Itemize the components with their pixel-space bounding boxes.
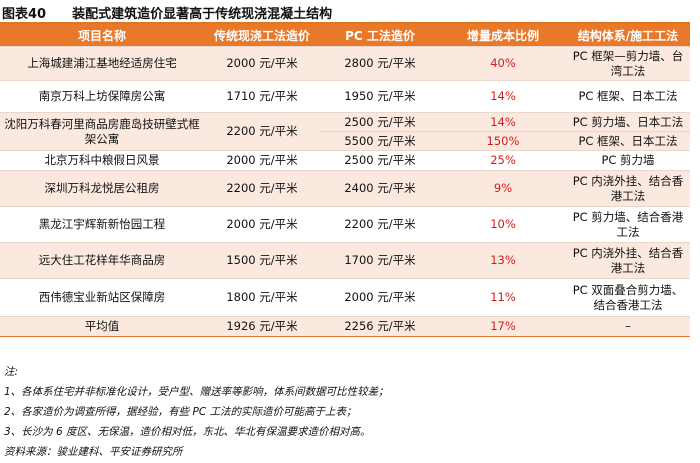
traditional-cost: 1710 元/平米: [204, 80, 320, 113]
structure-method: PC 双面叠合剪力墙、结合香港工法: [566, 278, 690, 317]
traditional-cost: 2000 元/平米: [204, 206, 320, 243]
column-header-name: 项目名称: [0, 24, 204, 47]
pc-cost: 2000 元/平米: [320, 278, 440, 317]
pc-cost: 2400 元/平米: [320, 170, 440, 207]
increment-ratio: 9%: [440, 170, 566, 207]
structure-method: PC 内浇外挂、结合香港工法: [566, 242, 690, 279]
table-row: 沈阳万科春河里商品房鹿岛技研壁式框架公寓 2200 元/平米 2500 元/平米…: [0, 112, 690, 151]
title-rule: [0, 22, 690, 24]
project-name: 远大住工花样年华商品房: [0, 242, 204, 279]
structure-method: PC 内浇外挂、结合香港工法: [566, 170, 690, 207]
pc-cost: 2200 元/平米: [320, 206, 440, 243]
increment-ratio: 40%: [440, 46, 566, 81]
pc-cost: 2800 元/平米: [320, 46, 440, 81]
table-row: 深圳万科龙悦居公租房 2200 元/平米 2400 元/平米 9% PC 内浇外…: [0, 170, 690, 207]
figure-title: 装配式建筑造价显著高于传统现浇混凝土结构: [72, 6, 333, 22]
table-row: 5500 元/平米 150% PC 框架、日本工法: [0, 131, 690, 151]
average-pc-cost: 2256 元/平米: [320, 316, 440, 337]
figure-title-bar: 图表40 装配式建筑造价显著高于传统现浇混凝土结构: [0, 2, 690, 22]
note-item: 2、各家造价为调查所得，据经验，有些 PC 工法的实际造价可能高于上表；: [4, 406, 357, 418]
traditional-cost: 2000 元/平米: [204, 46, 320, 81]
pc-cost: 1950 元/平米: [320, 80, 440, 113]
structure-method: PC 剪力墙: [566, 150, 690, 171]
increment-ratio: 25%: [440, 150, 566, 171]
column-header-traditional-cost: 传统现浇工法造价: [204, 24, 320, 47]
note-item: 1、各体系住宅并非标准化设计，受户型、赠送率等影响，体系间数据可比性较差；: [4, 386, 389, 398]
average-increment-ratio: 17%: [440, 316, 566, 337]
traditional-cost: 2200 元/平米: [204, 170, 320, 207]
traditional-cost: 1500 元/平米: [204, 242, 320, 279]
average-structure: –: [566, 316, 690, 337]
column-header-pc-cost: PC 工法造价: [320, 24, 440, 47]
figure-number: 图表40: [2, 6, 47, 22]
structure-method: PC 剪力墙、日本工法: [566, 112, 690, 132]
structure-method: PC 框架、日本工法: [566, 80, 690, 113]
project-name: 沈阳万科春河里商品房鹿岛技研壁式框架公寓: [0, 112, 204, 151]
pc-cost: 1700 元/平米: [320, 242, 440, 279]
increment-ratio: 10%: [440, 206, 566, 243]
average-label: 平均值: [0, 316, 204, 337]
table-header-row: 项目名称 传统现浇工法造价 PC 工法造价 增量成本比例 结构体系/施工工法: [0, 24, 690, 47]
project-name: 北京万科中粮假日风景: [0, 150, 204, 171]
table-row: 上海城建浦江基地经适房住宅 2000 元/平米 2800 元/平米 40% PC…: [0, 46, 690, 81]
table-row: 远大住工花样年华商品房 1500 元/平米 1700 元/平米 13% PC 内…: [0, 242, 690, 279]
project-name: 西伟德宝业新站区保障房: [0, 278, 204, 317]
increment-ratio: 13%: [440, 242, 566, 279]
table-row: 北京万科中粮假日风景 2000 元/平米 2500 元/平米 25% PC 剪力…: [0, 150, 690, 171]
pc-cost: 5500 元/平米: [320, 131, 440, 151]
project-name: 黑龙江宇辉新新怡园工程: [0, 206, 204, 243]
structure-method: PC 剪力墙、结合香港工法: [566, 206, 690, 243]
column-header-increment-ratio: 增量成本比例: [440, 24, 566, 47]
project-name: 上海城建浦江基地经适房住宅: [0, 46, 204, 81]
source-line: 资料来源：骏业建科、平安证券研究所: [4, 446, 183, 458]
increment-ratio: 14%: [440, 112, 566, 132]
increment-ratio: 150%: [440, 131, 566, 151]
structure-method: PC 框架、日本工法: [566, 131, 690, 151]
average-traditional-cost: 1926 元/平米: [204, 316, 320, 337]
pc-cost: 2500 元/平米: [320, 150, 440, 171]
structure-method: PC 框架—剪力墙、台湾工法: [566, 46, 690, 81]
column-header-structure: 结构体系/施工工法: [566, 24, 690, 47]
cost-table: 项目名称 传统现浇工法造价 PC 工法造价 增量成本比例 结构体系/施工工法 上…: [0, 24, 690, 337]
average-row: 平均值 1926 元/平米 2256 元/平米 17% –: [0, 316, 690, 337]
increment-ratio: 11%: [440, 278, 566, 317]
notes-heading: 注:: [4, 366, 19, 378]
traditional-cost: 2200 元/平米: [204, 112, 320, 151]
project-name: 南京万科上坊保障房公寓: [0, 80, 204, 113]
table-row: 黑龙江宇辉新新怡园工程 2000 元/平米 2200 元/平米 10% PC 剪…: [0, 206, 690, 243]
traditional-cost: 2000 元/平米: [204, 150, 320, 171]
increment-ratio: 14%: [440, 80, 566, 113]
notes-section: 注: 1、各体系住宅并非标准化设计，受户型、赠送率等影响，体系间数据可比性较差；…: [4, 362, 694, 462]
pc-cost: 2500 元/平米: [320, 112, 440, 132]
table-row: 南京万科上坊保障房公寓 1710 元/平米 1950 元/平米 14% PC 框…: [0, 80, 690, 113]
table-row: 西伟德宝业新站区保障房 1800 元/平米 2000 元/平米 11% PC 双…: [0, 278, 690, 317]
note-item: 3、长沙为 6 度区、无保温，造价相对低，东北、华北有保温要求造价相对高。: [4, 426, 371, 438]
project-name: 深圳万科龙悦居公租房: [0, 170, 204, 207]
traditional-cost: 1800 元/平米: [204, 278, 320, 317]
